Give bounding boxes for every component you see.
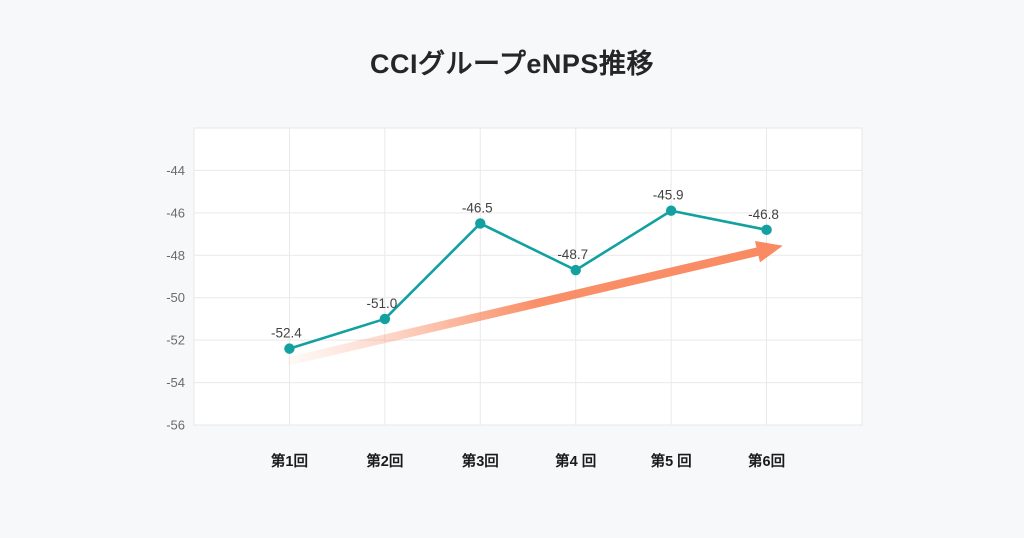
data-point-marker bbox=[475, 218, 486, 229]
y-tick-label: -52 bbox=[166, 333, 185, 348]
x-category-label: 第4 回 bbox=[555, 452, 596, 470]
trend-arrow-head bbox=[754, 240, 783, 263]
data-point-label: -45.9 bbox=[653, 188, 684, 203]
data-point-marker bbox=[284, 343, 295, 354]
x-category-label: 第6回 bbox=[748, 452, 785, 470]
trend-arrow-shaft bbox=[287, 246, 765, 366]
data-point-marker bbox=[665, 205, 677, 216]
plot-area bbox=[193, 127, 863, 426]
y-tick-label: -56 bbox=[166, 418, 185, 433]
data-point-marker bbox=[761, 224, 772, 236]
data-point-marker bbox=[379, 313, 391, 325]
data-point-label: -46.5 bbox=[462, 200, 493, 215]
x-category-label: 第3回 bbox=[462, 452, 499, 470]
x-category-label: 第1回 bbox=[271, 452, 308, 470]
y-tick-label: -50 bbox=[166, 290, 185, 305]
data-point-label: -48.7 bbox=[557, 247, 588, 262]
chart-title: CCIグループeNPS推移 bbox=[370, 49, 654, 79]
data-point-label: -51.0 bbox=[366, 296, 397, 311]
y-tick-label: -48 bbox=[166, 248, 185, 263]
x-category-label: 第2回 bbox=[366, 452, 403, 470]
y-tick-label: -44 bbox=[166, 163, 185, 178]
x-category-label: 第5 回 bbox=[651, 452, 692, 470]
enps-series-line bbox=[289, 209, 767, 350]
y-tick-label: -46 bbox=[166, 205, 185, 220]
data-point-label: -52.4 bbox=[271, 326, 302, 341]
data-point-marker bbox=[570, 264, 581, 276]
y-tick-label: -54 bbox=[166, 375, 185, 390]
data-point-label: -46.8 bbox=[748, 207, 779, 222]
